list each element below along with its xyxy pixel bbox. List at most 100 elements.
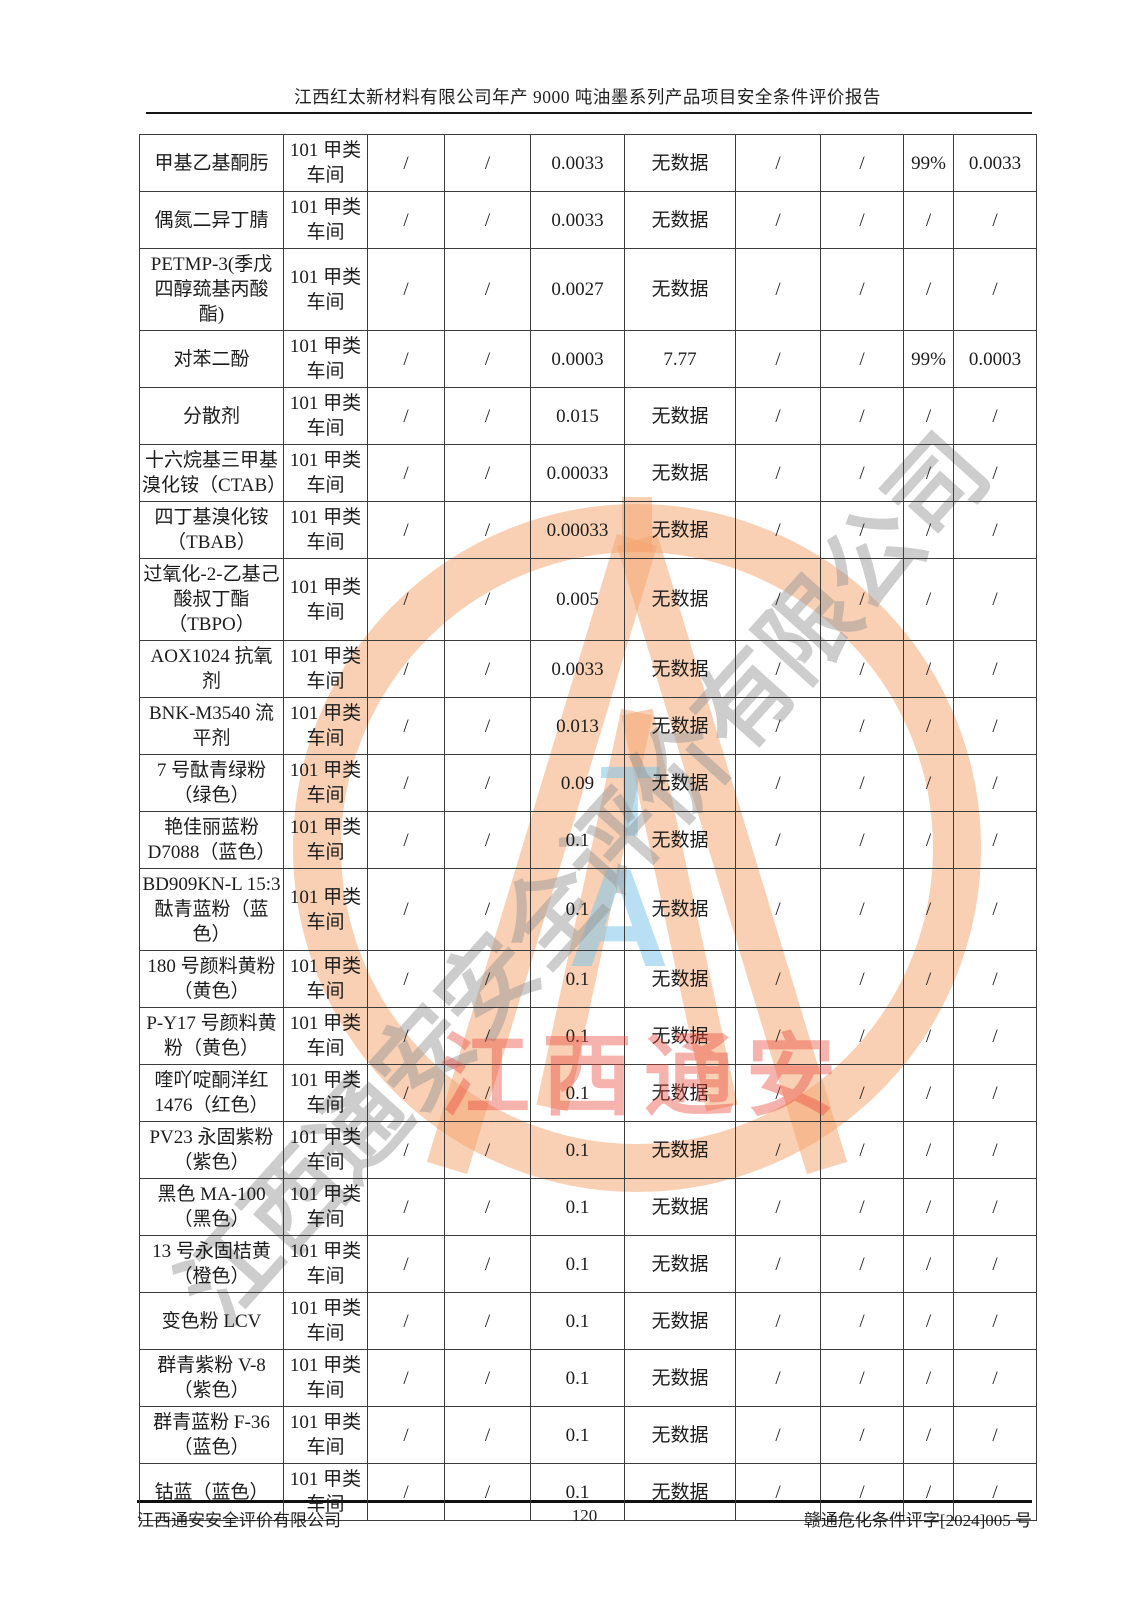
cell-workshop: 101 甲类车间 <box>283 697 368 755</box>
cell-concentration: / <box>903 1178 954 1236</box>
cell-toxicity: 无数据 <box>624 558 736 641</box>
cell-col7: / <box>735 248 821 331</box>
page-title: 江西红太新材料有限公司年产 9000 吨油墨系列产品项目安全条件评价报告 <box>294 87 881 107</box>
cell-col7: / <box>735 1178 821 1236</box>
cell-toxicity: 无数据 <box>624 248 736 331</box>
cell-amount: 0.1 <box>530 1064 625 1122</box>
cell-concentration: / <box>903 387 954 445</box>
cell-col4: / <box>444 811 531 869</box>
table-row: 7 号酞青绿粉（绿色） 101 甲类车间 / / 0.09 无数据 / / / … <box>139 754 1037 812</box>
cell-col4: / <box>444 330 531 388</box>
cell-toxicity: 无数据 <box>624 1064 736 1122</box>
cell-concentration: / <box>903 868 954 951</box>
cell-toxicity: 无数据 <box>624 1349 736 1407</box>
cell-col8: / <box>820 558 904 641</box>
cell-amount: 0.1 <box>530 1178 625 1236</box>
cell-chemical-name: PETMP-3(季戊四醇巯基丙酸酯) <box>139 248 284 331</box>
cell-toxicity: 无数据 <box>624 134 736 192</box>
cell-chemical-name: 分散剂 <box>139 387 284 445</box>
cell-workshop: 101 甲类车间 <box>283 1406 368 1464</box>
cell-col4: / <box>444 444 531 502</box>
cell-col10: 0.0003 <box>953 330 1037 388</box>
cell-workshop: 101 甲类车间 <box>283 387 368 445</box>
cell-col3: / <box>367 950 445 1008</box>
table-row: 喹吖啶酮洋红 1476（红色） 101 甲类车间 / / 0.1 无数据 / /… <box>139 1064 1037 1122</box>
cell-col8: / <box>820 1292 904 1350</box>
cell-col7: / <box>735 501 821 559</box>
cell-col4: / <box>444 1349 531 1407</box>
cell-col10: / <box>953 387 1037 445</box>
cell-amount: 0.0027 <box>530 248 625 331</box>
cell-col4: / <box>444 191 531 249</box>
cell-workshop: 101 甲类车间 <box>283 444 368 502</box>
cell-workshop: 101 甲类车间 <box>283 558 368 641</box>
cell-amount: 0.1 <box>530 950 625 1008</box>
cell-col10: / <box>953 1178 1037 1236</box>
table-row: 13 号永固桔黄（橙色） 101 甲类车间 / / 0.1 无数据 / / / … <box>139 1235 1037 1293</box>
cell-chemical-name: 对苯二酚 <box>139 330 284 388</box>
cell-workshop: 101 甲类车间 <box>283 754 368 812</box>
cell-concentration: / <box>903 640 954 698</box>
cell-chemical-name: 偶氮二异丁腈 <box>139 191 284 249</box>
cell-col7: / <box>735 1007 821 1065</box>
cell-col8: / <box>820 501 904 559</box>
cell-toxicity: 无数据 <box>624 868 736 951</box>
cell-col7: / <box>735 1121 821 1179</box>
cell-col7: / <box>735 950 821 1008</box>
cell-concentration: / <box>903 1007 954 1065</box>
cell-col3: / <box>367 330 445 388</box>
cell-col3: / <box>367 1406 445 1464</box>
cell-workshop: 101 甲类车间 <box>283 501 368 559</box>
cell-concentration: / <box>903 754 954 812</box>
cell-col7: / <box>735 387 821 445</box>
cell-toxicity: 无数据 <box>624 1121 736 1179</box>
cell-col10: / <box>953 191 1037 249</box>
cell-amount: 0.013 <box>530 697 625 755</box>
cell-col8: / <box>820 697 904 755</box>
cell-col10: / <box>953 950 1037 1008</box>
cell-col3: / <box>367 1064 445 1122</box>
cell-toxicity: 无数据 <box>624 191 736 249</box>
cell-toxicity: 无数据 <box>624 697 736 755</box>
cell-col10: / <box>953 1121 1037 1179</box>
cell-col4: / <box>444 1121 531 1179</box>
cell-workshop: 101 甲类车间 <box>283 330 368 388</box>
cell-workshop: 101 甲类车间 <box>283 811 368 869</box>
cell-col10: 0.0033 <box>953 134 1037 192</box>
cell-concentration: / <box>903 444 954 502</box>
cell-workshop: 101 甲类车间 <box>283 950 368 1008</box>
cell-concentration: / <box>903 1235 954 1293</box>
cell-col8: / <box>820 134 904 192</box>
cell-amount: 0.1 <box>530 1292 625 1350</box>
cell-concentration: / <box>903 1064 954 1122</box>
cell-col10: / <box>953 1235 1037 1293</box>
cell-concentration: / <box>903 697 954 755</box>
cell-col7: / <box>735 134 821 192</box>
header-rule <box>146 112 1032 114</box>
cell-col7: / <box>735 558 821 641</box>
cell-col3: / <box>367 501 445 559</box>
cell-toxicity: 无数据 <box>624 387 736 445</box>
cell-workshop: 101 甲类车间 <box>283 1235 368 1293</box>
cell-col3: / <box>367 387 445 445</box>
cell-col8: / <box>820 1406 904 1464</box>
cell-col7: / <box>735 191 821 249</box>
cell-col3: / <box>367 1349 445 1407</box>
cell-col7: / <box>735 1349 821 1407</box>
cell-amount: 0.1 <box>530 1406 625 1464</box>
cell-amount: 0.1 <box>530 1121 625 1179</box>
cell-col4: / <box>444 248 531 331</box>
cell-col10: / <box>953 640 1037 698</box>
cell-col10: / <box>953 558 1037 641</box>
cell-chemical-name: 钴蓝（蓝色） <box>139 1463 284 1521</box>
cell-col10: / <box>953 1349 1037 1407</box>
cell-col7: / <box>735 697 821 755</box>
cell-col7: / <box>735 1463 821 1521</box>
cell-toxicity: 无数据 <box>624 1292 736 1350</box>
cell-concentration: / <box>903 811 954 869</box>
cell-concentration: / <box>903 1349 954 1407</box>
cell-col7: / <box>735 1292 821 1350</box>
cell-col7: / <box>735 330 821 388</box>
cell-chemical-name: BNK-M3540 流平剂 <box>139 697 284 755</box>
cell-col4: / <box>444 558 531 641</box>
